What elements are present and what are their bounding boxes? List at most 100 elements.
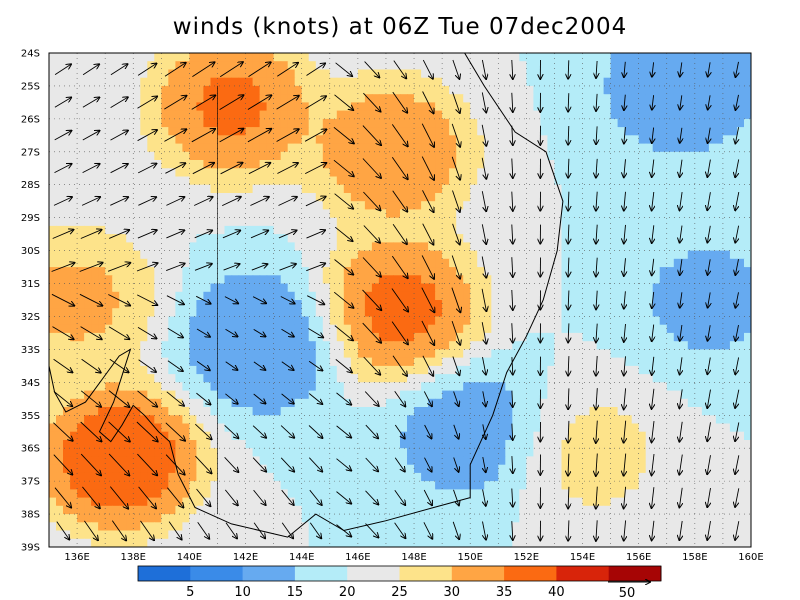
speed-cell: [729, 324, 738, 334]
speed-cell: [98, 407, 106, 416]
speed-cell: [547, 357, 556, 367]
speed-cell: [168, 316, 176, 326]
speed-cell: [238, 201, 247, 211]
speed-cell: [491, 53, 499, 62]
speed-cell: [666, 275, 675, 285]
speed-cell: [210, 341, 219, 351]
speed-cell: [287, 85, 296, 95]
speed-cell: [63, 143, 71, 153]
speed-cell: [638, 316, 647, 326]
speed-cell: [273, 151, 282, 161]
speed-cell: [231, 151, 240, 161]
speed-cell: [575, 127, 584, 136]
speed-cell: [505, 316, 513, 326]
speed-cell: [547, 300, 556, 309]
speed-cell: [56, 184, 64, 194]
speed-cell: [287, 176, 296, 186]
speed-cell: [315, 291, 324, 301]
speed-cell: [512, 85, 520, 95]
speed-cell: [322, 316, 331, 326]
speed-cell: [70, 267, 78, 276]
speed-cell: [70, 135, 78, 145]
speed-cell: [126, 250, 134, 260]
speed-cell: [84, 193, 92, 202]
speed-cell: [91, 308, 99, 318]
speed-cell: [582, 53, 591, 62]
speed-cell: [98, 151, 106, 161]
speed-cell: [421, 283, 429, 293]
speed-cell: [371, 448, 380, 458]
speed-cell: [477, 250, 485, 260]
speed-cell: [378, 193, 387, 202]
speed-cell: [470, 258, 478, 268]
speed-cell: [336, 53, 345, 62]
speed-cell: [701, 176, 710, 186]
speed-cell: [694, 349, 703, 359]
speed-cell: [512, 300, 520, 309]
speed-cell: [737, 242, 745, 252]
speed-cell: [722, 234, 731, 243]
speed-cell: [287, 300, 296, 309]
speed-cell: [231, 160, 240, 169]
speed-cell: [442, 374, 450, 383]
speed-cell: [477, 390, 485, 400]
speed-cell: [350, 77, 359, 87]
speed-cell: [729, 77, 738, 87]
speed-cell: [624, 332, 633, 342]
speed-cell: [701, 110, 710, 120]
speed-cell: [393, 135, 401, 145]
speed-cell: [603, 374, 612, 383]
speed-cell: [596, 332, 605, 342]
speed-cell: [224, 324, 233, 334]
speed-cell: [687, 415, 696, 425]
speed-cell: [547, 209, 556, 219]
speed-cell: [98, 324, 106, 334]
speed-cell: [666, 77, 675, 87]
speed-cell: [568, 201, 577, 211]
speed-cell: [133, 176, 141, 186]
speed-cell: [568, 143, 577, 153]
speed-cell: [322, 118, 331, 128]
speed-cell: [456, 201, 464, 211]
speed-cell: [610, 341, 619, 351]
speed-cell: [168, 398, 176, 408]
speed-cell: [329, 225, 338, 235]
speed-cell: [329, 300, 338, 309]
speed-cell: [294, 135, 303, 145]
speed-cell: [687, 382, 696, 392]
speed-cell: [329, 283, 338, 293]
speed-cell: [575, 382, 584, 392]
speed-cell: [245, 258, 254, 268]
speed-cell: [561, 382, 570, 392]
speed-cell: [512, 349, 520, 359]
speed-cell: [315, 415, 324, 425]
speed-cell: [505, 423, 513, 433]
speed-cell: [154, 382, 162, 392]
speed-cell: [428, 332, 436, 342]
speed-cell: [547, 448, 556, 458]
speed-cell: [315, 110, 324, 120]
speed-cell: [666, 374, 675, 383]
speed-cell: [294, 209, 303, 219]
speed-cell: [196, 365, 205, 375]
speed-cell: [210, 382, 219, 392]
speed-cell: [512, 440, 520, 449]
speed-cell: [554, 127, 563, 136]
speed-cell: [751, 432, 759, 441]
speed-cell: [638, 374, 647, 383]
speed-cell: [175, 275, 184, 285]
speed-cell: [505, 135, 513, 145]
speed-cell: [393, 275, 401, 285]
speed-cell: [252, 77, 261, 87]
speed-cell: [407, 168, 415, 178]
speed-cell: [673, 127, 682, 136]
speed-cell: [442, 61, 450, 71]
speed-cell: [645, 316, 654, 326]
speed-cell: [203, 300, 212, 309]
speed-cell: [161, 423, 169, 433]
speed-cell: [322, 267, 331, 276]
speed-cell: [680, 168, 689, 178]
speed-cell: [589, 275, 598, 285]
speed-cell: [98, 291, 106, 301]
speed-cell: [119, 217, 127, 227]
